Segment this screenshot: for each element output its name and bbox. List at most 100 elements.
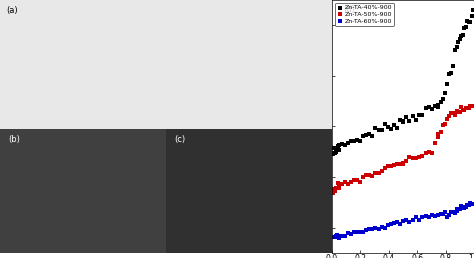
Zn-TA-60%-900 xyxy=(406,220,413,224)
Zn-TA-40%-900 xyxy=(428,107,436,111)
Zn-TA-40%-900 xyxy=(335,142,343,147)
Zn-TA-50%-900 xyxy=(363,173,370,177)
Zn-TA-40%-900 xyxy=(375,128,383,132)
Zn-TA-40%-900 xyxy=(406,119,413,123)
Zn-TA-40%-900 xyxy=(464,19,471,23)
Zn-TA-50%-900 xyxy=(356,180,364,184)
Zn-TA-40%-900 xyxy=(328,152,336,156)
Zn-TA-60%-900 xyxy=(372,226,379,230)
Zn-TA-60%-900 xyxy=(459,205,467,209)
Zn-TA-40%-900 xyxy=(359,134,367,138)
Zn-TA-40%-900 xyxy=(387,126,394,131)
Zn-TA-60%-900 xyxy=(384,223,392,228)
Zn-TA-40%-900 xyxy=(350,139,358,143)
Zn-TA-60%-900 xyxy=(461,206,468,210)
Zn-TA-40%-900 xyxy=(356,139,364,143)
Zn-TA-50%-900 xyxy=(372,171,379,175)
Zn-TA-50%-900 xyxy=(375,171,383,175)
Zn-TA-40%-900 xyxy=(363,133,370,137)
Zn-TA-40%-900 xyxy=(393,126,401,130)
Zn-TA-40%-900 xyxy=(441,91,448,95)
Zn-TA-40%-900 xyxy=(402,115,410,119)
Zn-TA-50%-900 xyxy=(456,109,464,114)
Zn-TA-50%-900 xyxy=(344,182,352,186)
Zn-TA-60%-900 xyxy=(375,227,383,231)
Zn-TA-50%-900 xyxy=(390,163,398,167)
Zn-TA-60%-900 xyxy=(464,203,471,207)
Zn-TA-40%-900 xyxy=(390,123,398,127)
Zn-TA-40%-900 xyxy=(419,113,426,117)
Zn-TA-60%-900 xyxy=(390,221,398,225)
Zn-TA-40%-900 xyxy=(335,148,343,152)
Legend: Zn-TA-40%-900, Zn-TA-50%-900, Zn-TA-60%-900: Zn-TA-40%-900, Zn-TA-50%-900, Zn-TA-60%-… xyxy=(335,3,394,26)
Zn-TA-50%-900 xyxy=(387,164,394,168)
Zn-TA-50%-900 xyxy=(449,111,456,115)
Zn-TA-40%-900 xyxy=(435,103,442,107)
Zn-TA-40%-900 xyxy=(459,33,467,37)
Zn-TA-60%-900 xyxy=(443,214,450,219)
Zn-TA-40%-900 xyxy=(468,14,474,18)
Zn-TA-50%-900 xyxy=(331,189,339,193)
Zn-TA-50%-900 xyxy=(409,156,416,160)
Zn-TA-40%-900 xyxy=(435,104,442,109)
Zn-TA-60%-900 xyxy=(453,207,461,212)
Zn-TA-60%-900 xyxy=(363,228,370,232)
Zn-TA-60%-900 xyxy=(425,215,433,219)
Zn-TA-60%-900 xyxy=(409,217,416,222)
Zn-TA-50%-900 xyxy=(428,150,436,155)
Zn-TA-60%-900 xyxy=(466,201,474,205)
Zn-TA-50%-900 xyxy=(453,110,461,114)
Zn-TA-40%-900 xyxy=(372,126,379,131)
Zn-TA-40%-900 xyxy=(437,100,444,104)
Zn-TA-50%-900 xyxy=(341,180,349,184)
Zn-TA-40%-900 xyxy=(457,34,465,38)
Zn-TA-50%-900 xyxy=(465,106,473,110)
Zn-TA-40%-900 xyxy=(453,45,461,49)
Zn-TA-50%-900 xyxy=(437,130,444,134)
Zn-TA-50%-900 xyxy=(439,123,447,127)
Zn-TA-60%-900 xyxy=(333,233,341,237)
Zn-TA-60%-900 xyxy=(449,210,456,214)
Zn-TA-60%-900 xyxy=(469,202,474,206)
Zn-TA-50%-900 xyxy=(435,135,442,140)
Zn-TA-40%-900 xyxy=(365,132,373,136)
Zn-TA-40%-900 xyxy=(399,120,407,124)
Zn-TA-60%-900 xyxy=(422,214,429,218)
Zn-TA-50%-900 xyxy=(347,180,355,184)
Zn-TA-50%-900 xyxy=(451,112,459,117)
Zn-TA-40%-900 xyxy=(338,142,346,146)
Text: (c): (c) xyxy=(174,135,185,144)
Zn-TA-60%-900 xyxy=(347,232,355,236)
Zn-TA-40%-900 xyxy=(329,151,337,155)
Zn-TA-50%-900 xyxy=(350,178,358,182)
Zn-TA-50%-900 xyxy=(457,105,465,109)
Zn-TA-50%-900 xyxy=(422,151,429,155)
Zn-TA-60%-900 xyxy=(344,231,352,235)
Zn-TA-40%-900 xyxy=(333,146,341,150)
Zn-TA-60%-900 xyxy=(402,218,410,222)
Zn-TA-60%-900 xyxy=(350,230,358,234)
Zn-TA-40%-900 xyxy=(445,72,453,76)
Zn-TA-40%-900 xyxy=(451,48,459,52)
Zn-TA-40%-900 xyxy=(439,97,447,101)
Zn-TA-50%-900 xyxy=(381,166,388,170)
Zn-TA-60%-900 xyxy=(465,203,473,207)
Zn-TA-40%-900 xyxy=(384,125,392,129)
Zn-TA-50%-900 xyxy=(402,159,410,164)
Zn-TA-60%-900 xyxy=(387,222,394,226)
Zn-TA-50%-900 xyxy=(330,187,338,191)
Zn-TA-50%-900 xyxy=(453,109,461,114)
Zn-TA-60%-900 xyxy=(453,208,461,213)
Zn-TA-50%-900 xyxy=(466,104,474,108)
Zn-TA-50%-900 xyxy=(406,155,413,159)
Zn-TA-60%-900 xyxy=(445,213,453,217)
Zn-TA-60%-900 xyxy=(412,215,419,219)
Zn-TA-50%-900 xyxy=(399,161,407,165)
Zn-TA-60%-900 xyxy=(338,234,346,238)
Zn-TA-60%-900 xyxy=(431,214,439,218)
Zn-TA-60%-900 xyxy=(335,236,343,240)
Zn-TA-60%-900 xyxy=(335,233,343,238)
Zn-TA-60%-900 xyxy=(329,235,337,239)
Zn-TA-50%-900 xyxy=(445,114,453,118)
Zn-TA-40%-900 xyxy=(465,20,473,24)
